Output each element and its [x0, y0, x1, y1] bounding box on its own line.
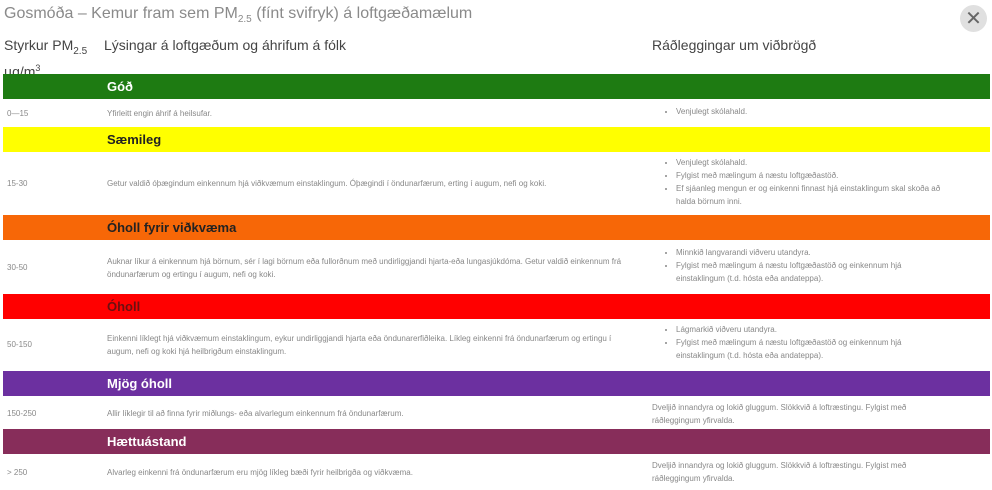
- description: Yfirleitt engin áhrif á heilsufar.: [107, 108, 212, 118]
- close-button[interactable]: ✕: [960, 5, 987, 32]
- header-description: Lýsingar á loftgæðum og áhrifum á fólk: [104, 37, 347, 53]
- description: Einkenni líklegt hjá viðkvæmum einstakli…: [107, 334, 612, 356]
- advice-item: Fylgist með mælingum á næstu loftgæðastö…: [676, 259, 952, 285]
- level-band: Óholl fyrir viðkvæma: [3, 215, 990, 240]
- level-band: Góð: [3, 74, 990, 99]
- table-row: 150-250 Allir líklegir til að finna fyri…: [3, 397, 990, 429]
- advice-item: Minnkið langvarandi viðveru utandyra.: [676, 246, 952, 259]
- range-value: 30-50: [7, 263, 28, 272]
- level-name: Góð: [107, 79, 133, 94]
- advice-item: Fylgist með mælingum á næstu loftgæðastö…: [676, 169, 952, 182]
- range-value: > 250: [7, 468, 28, 477]
- advice-item: Fylgist með mælingum á næstu loftgæðastö…: [676, 336, 952, 362]
- advice: Venjulegt skólahald.: [652, 105, 952, 118]
- level-name: Mjög óholl: [107, 376, 172, 391]
- table-row: > 250 Alvarleg einkenni frá öndunarfærum…: [3, 455, 990, 490]
- description: Auknar líkur á einkennum hjá börnum, sér…: [107, 257, 622, 279]
- advice-item: Venjulegt skólahald.: [676, 105, 952, 118]
- level-band: Hættuástand: [3, 429, 990, 454]
- advice: Dveljið innandyra og lokið gluggum. Slök…: [652, 401, 952, 427]
- advice-item: Ef sjáanleg mengun er og einkenni finnas…: [676, 182, 952, 208]
- table-row: 0—15 Yfirleitt engin áhrif á heilsufar. …: [3, 99, 990, 127]
- advice-text: Dveljið innandyra og lokið gluggum. Slök…: [652, 403, 907, 425]
- advice: Lágmarkið viðveru utandyra.Fylgist með m…: [652, 323, 952, 362]
- description: Getur valdið óþægindum einkennum hjá við…: [107, 179, 547, 188]
- table-row: 15-30 Getur valdið óþægindum einkennum h…: [3, 152, 990, 215]
- advice-text: Dveljið innandyra og lokið gluggum. Slök…: [652, 461, 907, 483]
- range-value: 0—15: [7, 108, 29, 118]
- range-value: 150-250: [7, 408, 37, 418]
- advice: Minnkið langvarandi viðveru utandyra.Fyl…: [652, 246, 952, 285]
- advice-item: Venjulegt skólahald.: [676, 156, 952, 169]
- level-band: Sæmileg: [3, 127, 990, 152]
- range-value: 15-30: [7, 179, 28, 188]
- advice: Venjulegt skólahald.Fylgist með mælingum…: [652, 156, 952, 208]
- table-row: 50-150 Einkenni líklegt hjá viðkvæmum ei…: [3, 319, 990, 370]
- advice: Dveljið innandyra og lokið gluggum. Slök…: [652, 459, 952, 485]
- description: Allir líklegir til að finna fyrir miðlun…: [107, 408, 404, 418]
- level-band: Mjög óholl: [3, 371, 990, 396]
- advice-item: Lágmarkið viðveru utandyra.: [676, 323, 952, 336]
- dialog-title: Gosmóða – Kemur fram sem PM2.5 (fínt svi…: [4, 5, 473, 26]
- level-name: Hættuástand: [107, 434, 187, 449]
- description: Alvarleg einkenni frá öndunarfærum eru m…: [107, 468, 413, 477]
- level-band: Óholl: [3, 294, 990, 319]
- level-name: Óholl: [107, 299, 141, 314]
- close-icon: ✕: [965, 8, 982, 30]
- range-value: 50-150: [7, 340, 32, 349]
- table-row: 30-50 Auknar líkur á einkennum hjá börnu…: [3, 241, 990, 294]
- header-advice: Ráðleggingar um viðbrögð: [652, 37, 817, 53]
- level-name: Sæmileg: [107, 132, 162, 147]
- level-name: Óholl fyrir viðkvæma: [107, 220, 237, 235]
